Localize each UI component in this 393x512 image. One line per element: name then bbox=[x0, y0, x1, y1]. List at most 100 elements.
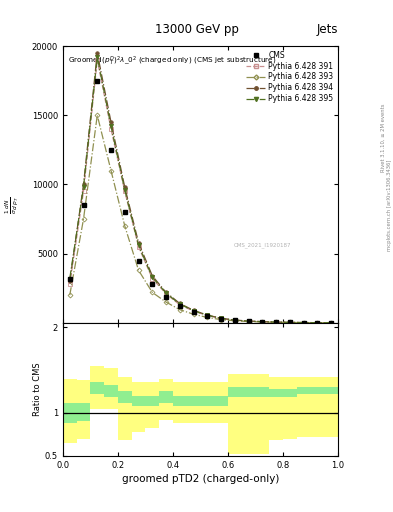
Pythia 6.428 394 bbox=[164, 289, 169, 295]
CMS bbox=[219, 315, 223, 322]
Pythia 6.428 394 bbox=[95, 50, 100, 56]
Pythia 6.428 391 bbox=[68, 281, 72, 287]
Pythia 6.428 393 bbox=[136, 267, 141, 273]
Pythia 6.428 391 bbox=[123, 188, 127, 195]
Pythia 6.428 391 bbox=[288, 319, 292, 326]
Pythia 6.428 393 bbox=[274, 319, 279, 325]
Pythia 6.428 393 bbox=[301, 319, 306, 326]
Pythia 6.428 395 bbox=[123, 187, 127, 193]
CMS bbox=[288, 319, 292, 326]
Pythia 6.428 394 bbox=[260, 318, 265, 325]
Pythia 6.428 391 bbox=[205, 312, 210, 318]
CMS bbox=[81, 202, 86, 208]
CMS bbox=[123, 209, 127, 215]
Pythia 6.428 393 bbox=[246, 318, 251, 325]
Pythia 6.428 395 bbox=[164, 290, 169, 296]
Text: mcplots.cern.ch [arXiv:1306.3436]: mcplots.cern.ch [arXiv:1306.3436] bbox=[387, 159, 391, 250]
Line: Pythia 6.428 395: Pythia 6.428 395 bbox=[68, 55, 333, 325]
Pythia 6.428 394 bbox=[123, 184, 127, 190]
Pythia 6.428 393 bbox=[95, 112, 100, 118]
Pythia 6.428 395 bbox=[178, 301, 182, 307]
Pythia 6.428 391 bbox=[164, 291, 169, 297]
Pythia 6.428 391 bbox=[178, 302, 182, 308]
Pythia 6.428 395 bbox=[205, 312, 210, 318]
Pythia 6.428 391 bbox=[315, 319, 320, 326]
Pythia 6.428 391 bbox=[260, 318, 265, 325]
Pythia 6.428 393 bbox=[150, 289, 155, 295]
Pythia 6.428 395 bbox=[68, 275, 72, 282]
Pythia 6.428 393 bbox=[68, 292, 72, 298]
Pythia 6.428 395 bbox=[260, 318, 265, 325]
Pythia 6.428 393 bbox=[260, 319, 265, 325]
CMS bbox=[301, 319, 306, 326]
Pythia 6.428 391 bbox=[150, 275, 155, 282]
Pythia 6.428 395 bbox=[191, 308, 196, 314]
Pythia 6.428 395 bbox=[95, 54, 100, 60]
CMS bbox=[233, 317, 237, 324]
Pythia 6.428 393 bbox=[315, 319, 320, 326]
CMS bbox=[68, 275, 72, 282]
Pythia 6.428 393 bbox=[205, 314, 210, 321]
Pythia 6.428 391 bbox=[329, 319, 334, 326]
Pythia 6.428 391 bbox=[219, 315, 223, 322]
Pythia 6.428 391 bbox=[301, 319, 306, 326]
CMS bbox=[274, 319, 279, 325]
CMS bbox=[108, 147, 114, 153]
Pythia 6.428 394 bbox=[150, 273, 155, 279]
Pythia 6.428 395 bbox=[219, 315, 223, 322]
Pythia 6.428 394 bbox=[246, 318, 251, 324]
Pythia 6.428 393 bbox=[329, 319, 334, 326]
CMS bbox=[136, 258, 141, 264]
Pythia 6.428 394 bbox=[191, 307, 196, 313]
Pythia 6.428 395 bbox=[108, 123, 114, 130]
Legend: CMS, Pythia 6.428 391, Pythia 6.428 393, Pythia 6.428 394, Pythia 6.428 395: CMS, Pythia 6.428 391, Pythia 6.428 393,… bbox=[244, 48, 336, 105]
CMS bbox=[191, 309, 196, 315]
Pythia 6.428 393 bbox=[288, 319, 292, 326]
Pythia 6.428 393 bbox=[178, 307, 182, 313]
Pythia 6.428 394 bbox=[233, 317, 237, 323]
Pythia 6.428 394 bbox=[329, 319, 334, 326]
CMS bbox=[205, 313, 210, 319]
Pythia 6.428 395 bbox=[329, 319, 334, 326]
Pythia 6.428 393 bbox=[123, 223, 127, 229]
CMS bbox=[315, 319, 320, 326]
Pythia 6.428 391 bbox=[246, 318, 251, 324]
Text: 13000 GeV pp: 13000 GeV pp bbox=[154, 23, 239, 36]
Pythia 6.428 394 bbox=[315, 319, 320, 326]
Pythia 6.428 391 bbox=[233, 317, 237, 323]
Pythia 6.428 394 bbox=[205, 312, 210, 318]
CMS bbox=[260, 318, 265, 325]
Pythia 6.428 395 bbox=[301, 319, 306, 326]
Pythia 6.428 391 bbox=[191, 308, 196, 314]
Text: CMS_2021_I1920187: CMS_2021_I1920187 bbox=[233, 243, 291, 248]
Line: Pythia 6.428 391: Pythia 6.428 391 bbox=[68, 58, 333, 325]
Pythia 6.428 394 bbox=[178, 301, 182, 307]
Pythia 6.428 395 bbox=[315, 319, 320, 326]
Text: Groomed$(p_T^D)^2\lambda\_0^2$ (charged only) (CMS jet substructure): Groomed$(p_T^D)^2\lambda\_0^2$ (charged … bbox=[68, 54, 277, 68]
Pythia 6.428 393 bbox=[191, 311, 196, 317]
Pythia 6.428 391 bbox=[136, 244, 141, 250]
CMS bbox=[150, 281, 155, 287]
Line: CMS: CMS bbox=[67, 78, 334, 325]
Pythia 6.428 394 bbox=[288, 319, 292, 326]
Pythia 6.428 394 bbox=[81, 181, 86, 187]
Pythia 6.428 393 bbox=[164, 299, 169, 305]
Y-axis label: Ratio to CMS: Ratio to CMS bbox=[33, 362, 42, 416]
Pythia 6.428 395 bbox=[81, 184, 86, 190]
Pythia 6.428 391 bbox=[274, 319, 279, 325]
Text: Rivet 3.1.10, ≥ 2M events: Rivet 3.1.10, ≥ 2M events bbox=[381, 104, 386, 173]
Pythia 6.428 393 bbox=[233, 318, 237, 324]
Pythia 6.428 395 bbox=[150, 274, 155, 280]
Pythia 6.428 391 bbox=[95, 57, 100, 63]
Pythia 6.428 394 bbox=[219, 315, 223, 322]
CMS bbox=[329, 319, 334, 326]
CMS bbox=[178, 303, 182, 309]
Pythia 6.428 393 bbox=[108, 167, 114, 174]
CMS bbox=[246, 318, 251, 324]
Pythia 6.428 395 bbox=[246, 318, 251, 324]
Pythia 6.428 393 bbox=[219, 316, 223, 323]
CMS bbox=[95, 78, 100, 84]
Line: Pythia 6.428 393: Pythia 6.428 393 bbox=[68, 114, 333, 325]
Pythia 6.428 394 bbox=[274, 319, 279, 325]
CMS bbox=[164, 293, 169, 300]
